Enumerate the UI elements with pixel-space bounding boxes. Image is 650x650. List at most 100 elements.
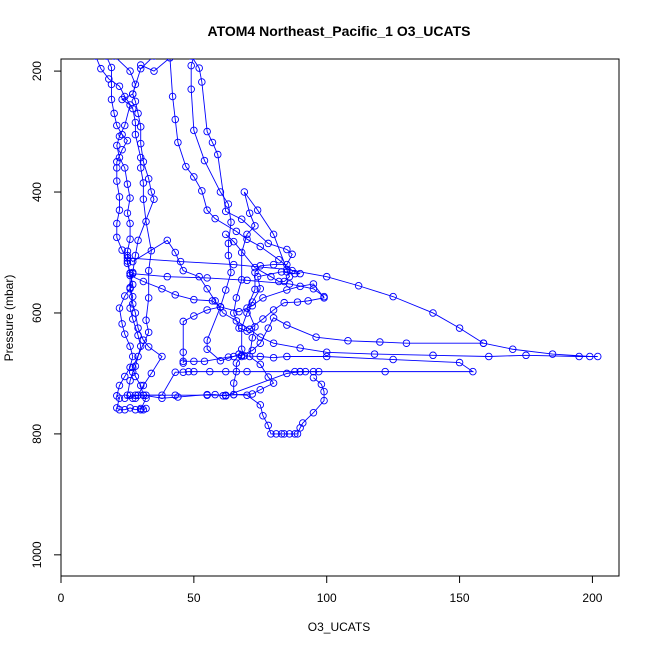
data-point bbox=[269, 353, 278, 362]
data-point bbox=[455, 324, 464, 332]
data-point bbox=[118, 130, 126, 139]
data-point bbox=[184, 367, 193, 376]
data-point bbox=[232, 294, 241, 302]
data-point bbox=[283, 352, 291, 361]
data-point bbox=[211, 214, 219, 223]
data-point bbox=[188, 59, 194, 60]
data-point bbox=[136, 153, 145, 162]
data-point bbox=[203, 390, 211, 399]
data-point bbox=[115, 381, 124, 390]
y-tick-label: 800 bbox=[30, 424, 44, 444]
data-point bbox=[429, 309, 437, 317]
data-point bbox=[136, 405, 145, 414]
x-tick-label: 50 bbox=[187, 591, 201, 605]
chart-title: ATOM4 Northeast_Pacific_1 O3_UCATS bbox=[208, 23, 471, 39]
x-tick-label: 100 bbox=[317, 591, 337, 605]
data-point bbox=[115, 206, 124, 214]
data-point bbox=[269, 314, 278, 322]
data-point bbox=[256, 262, 265, 270]
data-point bbox=[115, 153, 124, 162]
data-point bbox=[455, 358, 464, 367]
data-point bbox=[139, 179, 148, 187]
series-line bbox=[96, 59, 152, 410]
data-point bbox=[389, 355, 397, 364]
data-point bbox=[256, 360, 265, 369]
data-point bbox=[126, 404, 134, 412]
data-point bbox=[121, 92, 129, 101]
data-point bbox=[221, 367, 230, 376]
data-point bbox=[256, 401, 265, 409]
data-point bbox=[203, 127, 211, 136]
data-point bbox=[144, 294, 153, 302]
series-line bbox=[182, 191, 325, 364]
x-axis: 0 50 100 150 200 bbox=[58, 575, 603, 605]
data-point bbox=[586, 352, 594, 361]
series-line bbox=[124, 59, 163, 399]
data-point bbox=[121, 405, 129, 414]
data-point bbox=[123, 180, 132, 188]
data-point bbox=[269, 339, 278, 347]
data-point bbox=[285, 272, 294, 281]
data-point bbox=[575, 352, 583, 361]
data-point bbox=[107, 63, 116, 72]
data-point bbox=[113, 141, 121, 150]
data-point bbox=[171, 248, 180, 257]
y-axis: 200 400 600 800 1000 bbox=[30, 61, 62, 568]
data-point bbox=[485, 352, 493, 361]
data-point bbox=[144, 174, 153, 183]
data-point bbox=[221, 392, 230, 400]
data-point bbox=[123, 257, 132, 265]
data-point bbox=[237, 248, 246, 257]
data-point bbox=[389, 292, 397, 301]
data-point bbox=[280, 430, 288, 438]
data-point bbox=[224, 239, 233, 248]
data-point bbox=[256, 339, 265, 347]
data-point bbox=[195, 64, 203, 72]
data-point bbox=[235, 324, 243, 332]
data-point bbox=[322, 272, 331, 281]
data-point bbox=[320, 396, 328, 405]
data-point bbox=[243, 327, 251, 335]
y-tick-label: 400 bbox=[30, 182, 44, 202]
data-point bbox=[269, 306, 278, 314]
y-axis-label: Pressure (mbar) bbox=[2, 275, 16, 362]
data-point bbox=[322, 348, 331, 357]
data-point bbox=[291, 430, 299, 438]
data-point bbox=[283, 245, 291, 254]
data-point bbox=[131, 405, 140, 414]
data-point bbox=[227, 268, 235, 277]
data-point bbox=[309, 373, 318, 382]
data-point bbox=[275, 277, 283, 286]
data-point bbox=[376, 338, 384, 346]
data-point bbox=[277, 430, 286, 438]
data-point bbox=[253, 206, 262, 214]
data-point bbox=[370, 350, 379, 358]
data-point bbox=[168, 92, 177, 101]
data-point bbox=[479, 339, 488, 347]
data-point bbox=[134, 236, 142, 245]
data-point bbox=[469, 367, 477, 376]
data-point bbox=[259, 315, 267, 323]
data-point bbox=[256, 333, 265, 341]
data-point bbox=[174, 393, 182, 401]
data-point bbox=[105, 75, 113, 83]
data-point bbox=[121, 292, 129, 300]
data-point bbox=[158, 391, 166, 399]
data-point bbox=[128, 363, 137, 372]
data-point bbox=[142, 316, 150, 324]
data-point bbox=[229, 260, 238, 269]
data-point bbox=[187, 61, 195, 70]
data-point bbox=[229, 390, 238, 399]
data-point bbox=[150, 195, 158, 204]
data-point bbox=[269, 379, 278, 387]
data-point bbox=[142, 391, 150, 399]
data-point bbox=[126, 269, 134, 277]
data-point bbox=[206, 367, 214, 376]
data-point bbox=[203, 285, 211, 293]
data-point bbox=[163, 272, 172, 281]
data-point bbox=[299, 419, 307, 427]
data-point bbox=[142, 217, 150, 226]
data-point bbox=[126, 219, 134, 228]
data-point bbox=[136, 139, 145, 148]
data-point bbox=[216, 303, 225, 311]
